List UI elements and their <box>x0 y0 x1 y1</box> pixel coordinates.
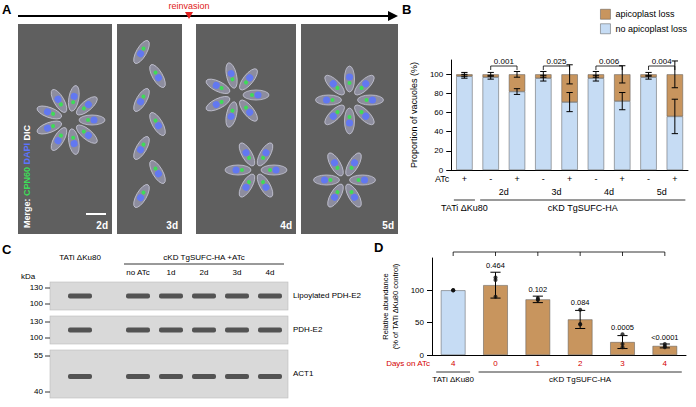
svg-text:100: 100 <box>30 299 44 308</box>
svg-text:-: - <box>647 174 650 184</box>
svg-text:-: - <box>594 174 597 184</box>
svg-text:C: C <box>2 242 12 257</box>
svg-text:-: - <box>489 174 492 184</box>
svg-text:(% of TATi ΔKu80 control): (% of TATi ΔKu80 control) <box>391 263 400 349</box>
svg-text:3: 3 <box>620 359 625 368</box>
svg-text:cKD TgSUFC-HA: cKD TgSUFC-HA <box>548 203 618 213</box>
svg-text:ATc: ATc <box>435 174 450 184</box>
svg-text:ACT1: ACT1 <box>293 369 314 378</box>
svg-text:Lipoylated PDH-E2: Lipoylated PDH-E2 <box>293 291 362 300</box>
svg-text:40: 40 <box>34 387 43 396</box>
svg-text:Proportion of vacuoles (%): Proportion of vacuoles (%) <box>409 62 419 168</box>
svg-text:130: 130 <box>30 283 44 292</box>
svg-text:reinvasion: reinvasion <box>168 1 209 11</box>
svg-text:100: 100 <box>430 70 444 79</box>
svg-text:5d: 5d <box>657 187 667 197</box>
svg-text:cKD TgSUFC-HA: cKD TgSUFC-HA <box>549 375 612 384</box>
svg-text:4d: 4d <box>604 187 614 197</box>
svg-text:+: + <box>514 174 519 184</box>
svg-text:kDa: kDa <box>21 272 36 281</box>
svg-text:+: + <box>620 174 625 184</box>
svg-text:-: - <box>542 174 545 184</box>
svg-text:3d: 3d <box>233 268 242 277</box>
svg-text:TATi ΔKu80: TATi ΔKu80 <box>59 253 101 262</box>
svg-text:20: 20 <box>434 146 443 155</box>
svg-text:Days on ATc: Days on ATc <box>386 359 430 368</box>
svg-text:4: 4 <box>663 359 668 368</box>
svg-text:4d: 4d <box>266 268 275 277</box>
svg-text:0: 0 <box>439 166 444 175</box>
svg-text:100: 100 <box>411 286 425 295</box>
svg-text:100: 100 <box>30 333 44 342</box>
svg-text:PDH-E2: PDH-E2 <box>293 325 323 334</box>
svg-text:2d: 2d <box>499 187 509 197</box>
svg-text:B: B <box>402 2 411 17</box>
svg-text:50: 50 <box>415 318 424 327</box>
svg-text:0.025: 0.025 <box>546 57 567 66</box>
svg-text:80: 80 <box>434 89 443 98</box>
svg-text:60: 60 <box>434 108 443 117</box>
svg-text:no apicoplast loss: no apicoplast loss <box>615 24 687 34</box>
svg-text:0.084: 0.084 <box>571 298 590 307</box>
svg-text:2: 2 <box>578 359 583 368</box>
svg-text:no ATc: no ATc <box>126 268 149 277</box>
svg-text:apicoplast loss: apicoplast loss <box>615 9 675 19</box>
svg-text:2d: 2d <box>200 268 209 277</box>
svg-text:4: 4 <box>451 359 456 368</box>
svg-text:0.102: 0.102 <box>528 285 547 294</box>
svg-text:0.464: 0.464 <box>486 261 505 270</box>
svg-text:4d: 4d <box>280 220 292 231</box>
svg-text:0.006: 0.006 <box>599 57 620 66</box>
svg-text:0: 0 <box>493 359 498 368</box>
svg-text:3d: 3d <box>166 220 178 231</box>
svg-text:0.004: 0.004 <box>652 57 673 66</box>
svg-text:55: 55 <box>34 351 43 360</box>
svg-text:0.0005: 0.0005 <box>611 323 634 332</box>
svg-text:TATi ΔKu80: TATi ΔKu80 <box>441 203 488 213</box>
svg-text:<0.0001: <0.0001 <box>651 333 678 342</box>
svg-text:5d: 5d <box>382 220 394 231</box>
svg-text:+: + <box>672 174 677 184</box>
svg-text:40: 40 <box>434 127 443 136</box>
svg-text:Relative abundance: Relative abundance <box>381 273 390 339</box>
svg-text:TATi ΔKu80: TATi ΔKu80 <box>432 375 474 384</box>
svg-text:3d: 3d <box>551 187 561 197</box>
svg-text:2d: 2d <box>96 220 108 231</box>
svg-text:0: 0 <box>420 351 425 360</box>
svg-text:Merge: CPN60 DAPI DIC: Merge: CPN60 DAPI DIC <box>22 124 32 228</box>
svg-text:A: A <box>2 2 12 17</box>
svg-text:D: D <box>374 240 383 255</box>
svg-text:130: 130 <box>30 317 44 326</box>
svg-text:0.001: 0.001 <box>494 57 515 66</box>
svg-text:1d: 1d <box>167 268 176 277</box>
svg-text:1: 1 <box>536 359 541 368</box>
svg-text:+: + <box>567 174 572 184</box>
svg-text:cKD TgSUFC-HA +ATc: cKD TgSUFC-HA +ATc <box>163 253 244 262</box>
svg-text:+: + <box>462 174 467 184</box>
